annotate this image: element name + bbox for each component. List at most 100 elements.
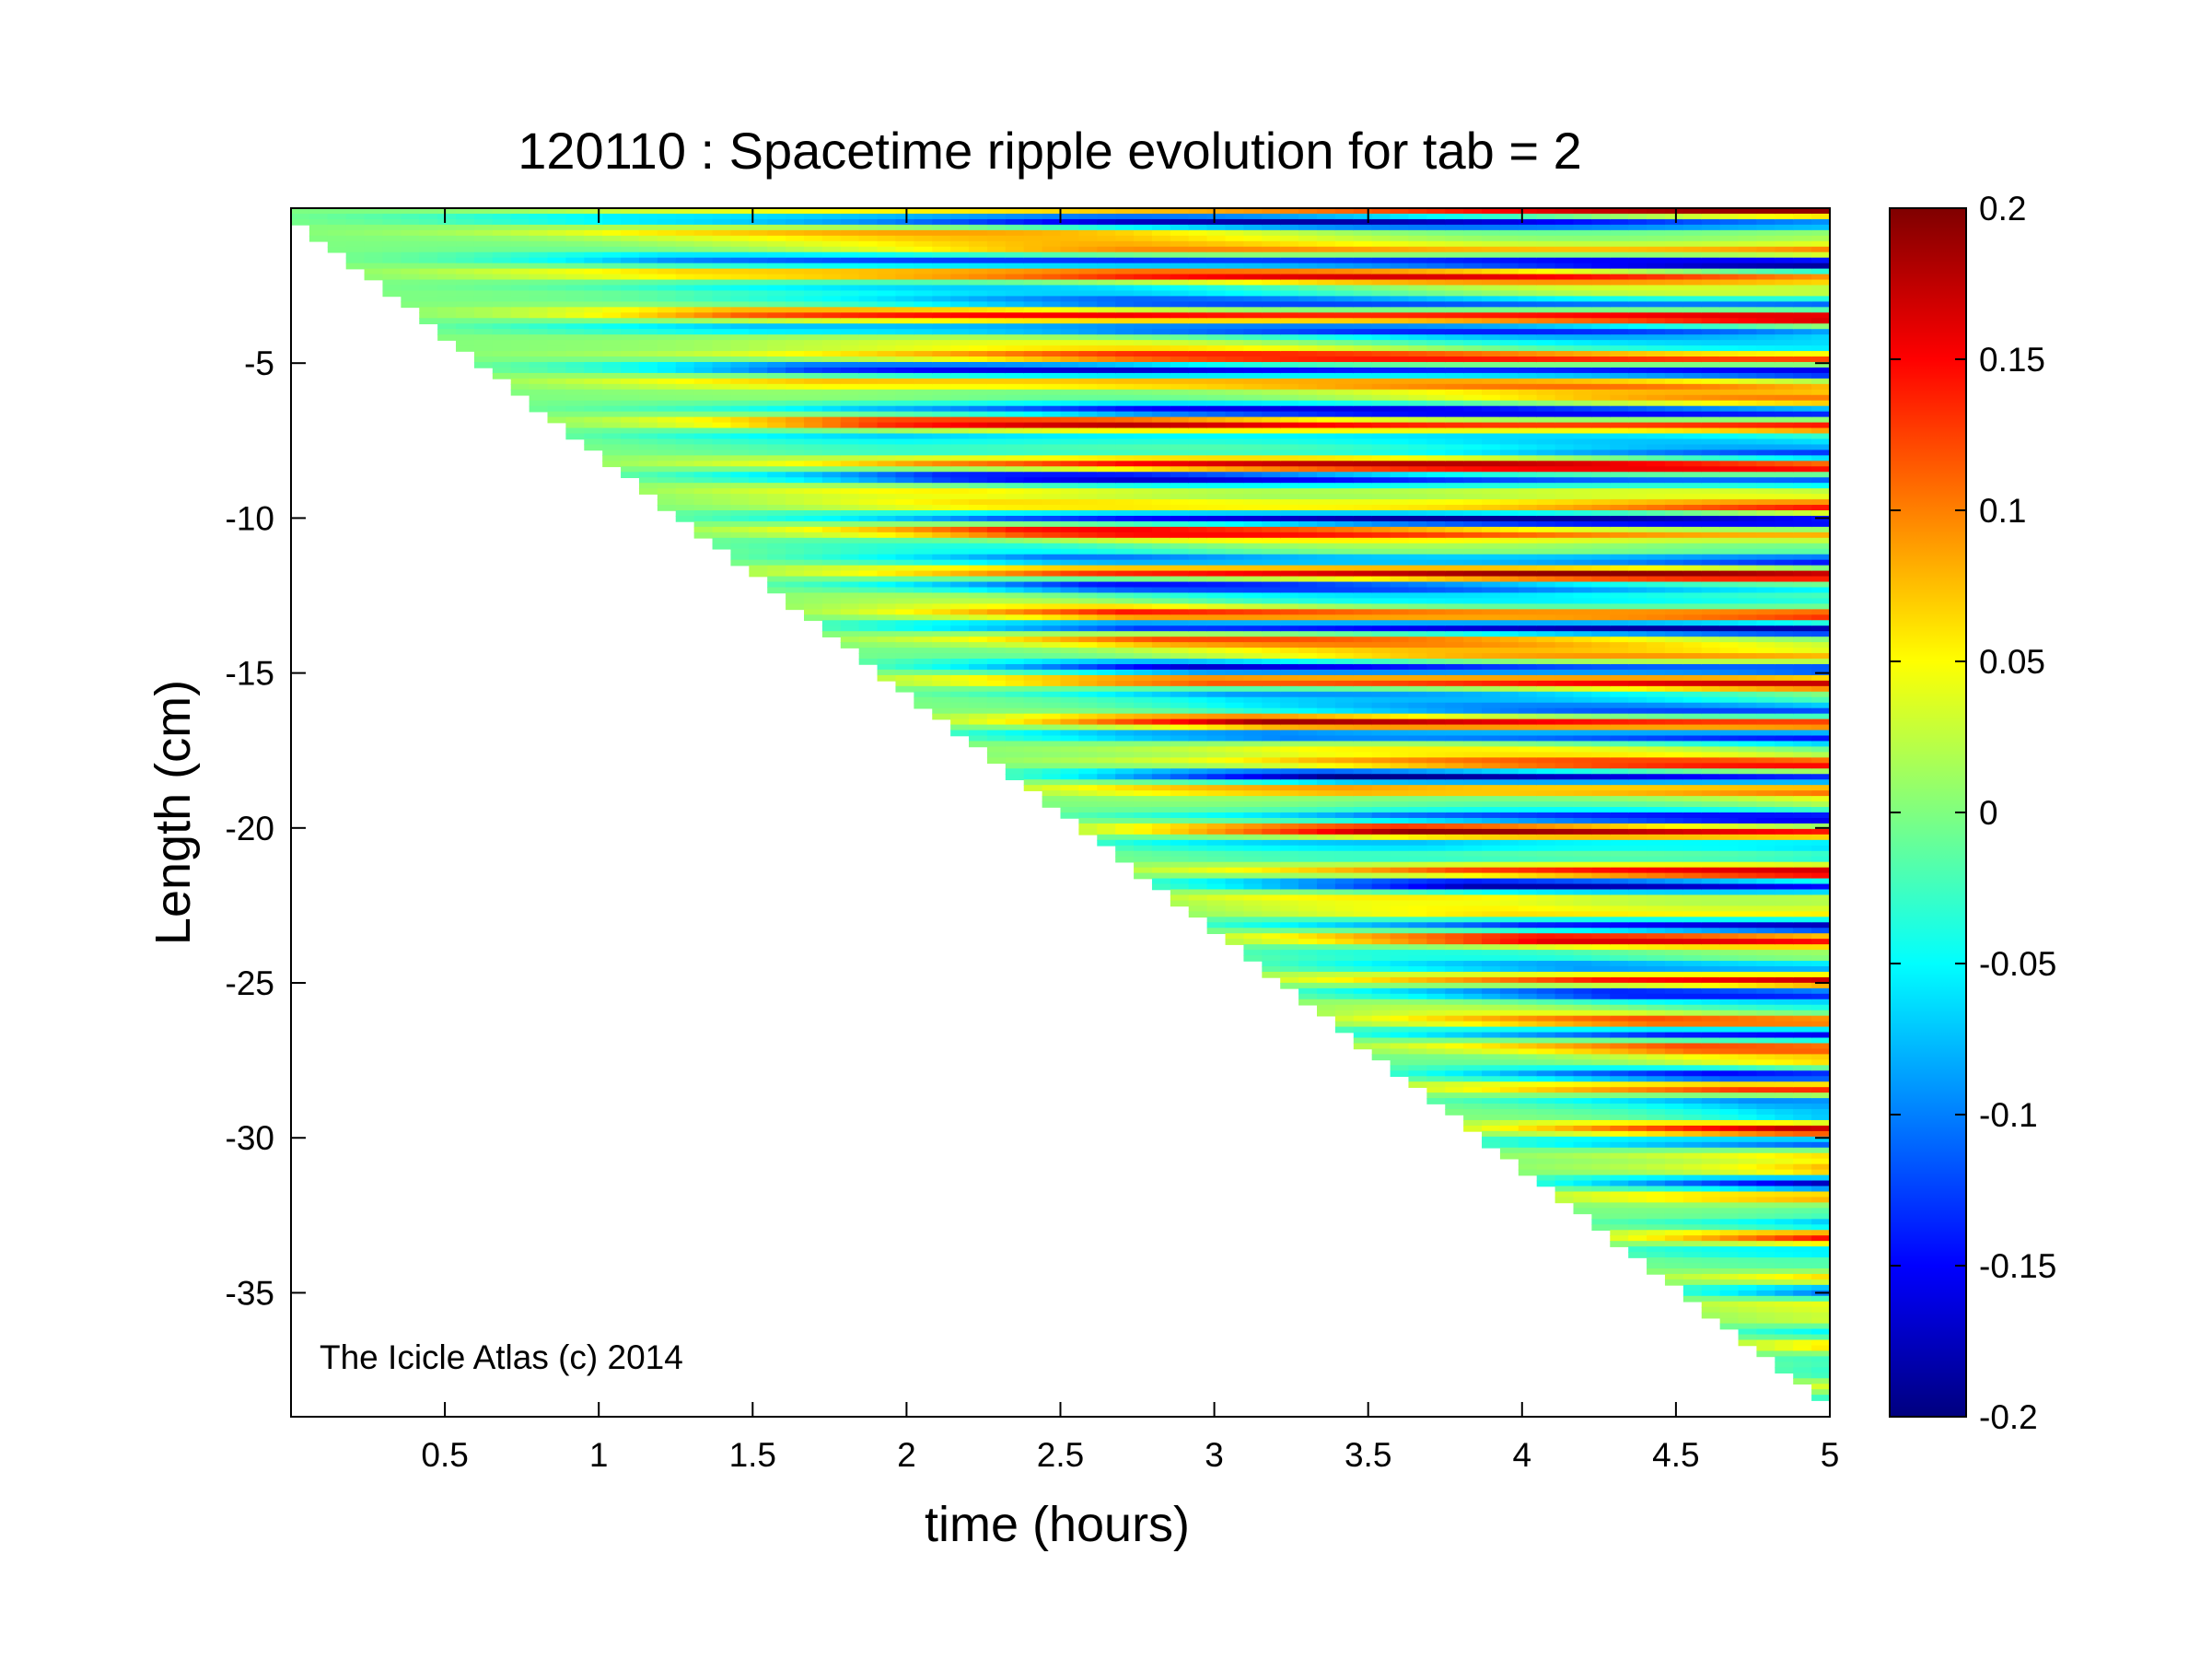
heatmap-cell (529, 340, 549, 346)
heatmap-cell (986, 285, 1007, 292)
heatmap-cell (1134, 637, 1153, 643)
heatmap-cell (712, 329, 732, 335)
heatmap-cell (657, 240, 677, 248)
heatmap-cell (1225, 427, 1245, 435)
heatmap-cell (1390, 839, 1410, 847)
heatmap-cell (1243, 928, 1263, 934)
heatmap-cell (1206, 246, 1227, 253)
heatmap-cell (730, 422, 751, 429)
heatmap-cell (877, 334, 897, 341)
heatmap-cell (364, 208, 384, 215)
heatmap-cell (1243, 323, 1263, 330)
heatmap-cell (858, 383, 879, 391)
heatmap-cell (1115, 334, 1135, 341)
heatmap-cell (1134, 510, 1153, 517)
heatmap-cell (1170, 817, 1190, 824)
heatmap-cell (345, 251, 366, 259)
heatmap-cell (1371, 472, 1391, 479)
heatmap-cell (840, 224, 860, 231)
heatmap-cell (1298, 976, 1318, 984)
heatmap-cell (1353, 510, 1373, 517)
heatmap-cell (1298, 433, 1318, 440)
heatmap-cell (712, 213, 732, 220)
heatmap-cell (950, 620, 970, 627)
heatmap-cell (1317, 961, 1336, 967)
heatmap-cell (1280, 405, 1299, 413)
heatmap-cell (1188, 867, 1208, 874)
heatmap-cell (1317, 757, 1336, 765)
heatmap-cell (804, 565, 823, 572)
heatmap-cell (1188, 334, 1208, 341)
heatmap-cell (1280, 878, 1299, 885)
heatmap-cell (1225, 274, 1245, 281)
heatmap-cell (657, 455, 677, 462)
heatmap-cell (1097, 246, 1116, 253)
heatmap-cell (840, 361, 860, 368)
heatmap-cell (914, 570, 934, 578)
heatmap-cell (1206, 329, 1227, 335)
heatmap-cell (767, 466, 786, 473)
heatmap-cell (858, 494, 879, 500)
heatmap-cell (786, 235, 805, 242)
heatmap-cell (565, 263, 586, 270)
heatmap-cell (1225, 763, 1245, 770)
heatmap-cell (730, 345, 751, 352)
heatmap-cell (1097, 559, 1116, 567)
heatmap-cell (1280, 400, 1299, 407)
heatmap-cell (291, 208, 310, 215)
heatmap-cell (492, 251, 512, 259)
heatmap-cell (840, 505, 860, 511)
heatmap-cell (840, 499, 860, 506)
heatmap-cell (804, 532, 823, 539)
heatmap-cell (1390, 911, 1410, 918)
heatmap-cell (456, 318, 475, 325)
heatmap-cell (1225, 713, 1245, 720)
heatmap-cell (1334, 290, 1355, 298)
heatmap-cell (1334, 911, 1355, 918)
heatmap-cell (1097, 659, 1116, 665)
heatmap-cell (730, 246, 751, 253)
heatmap-cell (1243, 861, 1263, 869)
heatmap-cell (767, 290, 786, 298)
heatmap-cell (584, 301, 603, 309)
heatmap-cell (1371, 581, 1391, 589)
heatmap-cell (529, 268, 549, 275)
heatmap-cell (492, 290, 512, 298)
heatmap-cell (1170, 554, 1190, 561)
heatmap-cell (712, 263, 732, 270)
heatmap-cell (1408, 416, 1428, 424)
heatmap-cell (821, 301, 842, 309)
heatmap-cell (786, 526, 805, 533)
heatmap-cell (1262, 817, 1282, 824)
heatmap-cell (1005, 307, 1025, 314)
heatmap-cell (1225, 251, 1245, 259)
heatmap-cell (1262, 653, 1282, 660)
heatmap-cell (1317, 483, 1336, 489)
heatmap-cell (401, 279, 421, 286)
heatmap-cell (1042, 394, 1062, 402)
heatmap-cell (1188, 235, 1208, 242)
heatmap-cell (1280, 823, 1299, 830)
heatmap-cell (1097, 312, 1116, 320)
heatmap-cell (1298, 218, 1318, 226)
heatmap-cell (1317, 917, 1336, 924)
heatmap-cell (877, 405, 897, 413)
heatmap-cell (969, 565, 988, 572)
heatmap-cell (1060, 763, 1080, 770)
heatmap-cell (1371, 928, 1391, 934)
heatmap-cell (1390, 883, 1410, 891)
heatmap-cell (1390, 828, 1410, 835)
heatmap-cell (1023, 329, 1043, 335)
heatmap-cell (621, 389, 640, 396)
heatmap-cell (1042, 218, 1062, 226)
heatmap-cell (858, 570, 879, 578)
heatmap-cell (1225, 894, 1245, 902)
heatmap-cell (584, 213, 603, 220)
heatmap-cell (877, 329, 897, 335)
heatmap-cell (1115, 285, 1135, 292)
heatmap-cell (1005, 340, 1025, 346)
heatmap-cell (932, 603, 951, 611)
heatmap-cell (712, 312, 732, 320)
heatmap-cell (1134, 312, 1153, 320)
